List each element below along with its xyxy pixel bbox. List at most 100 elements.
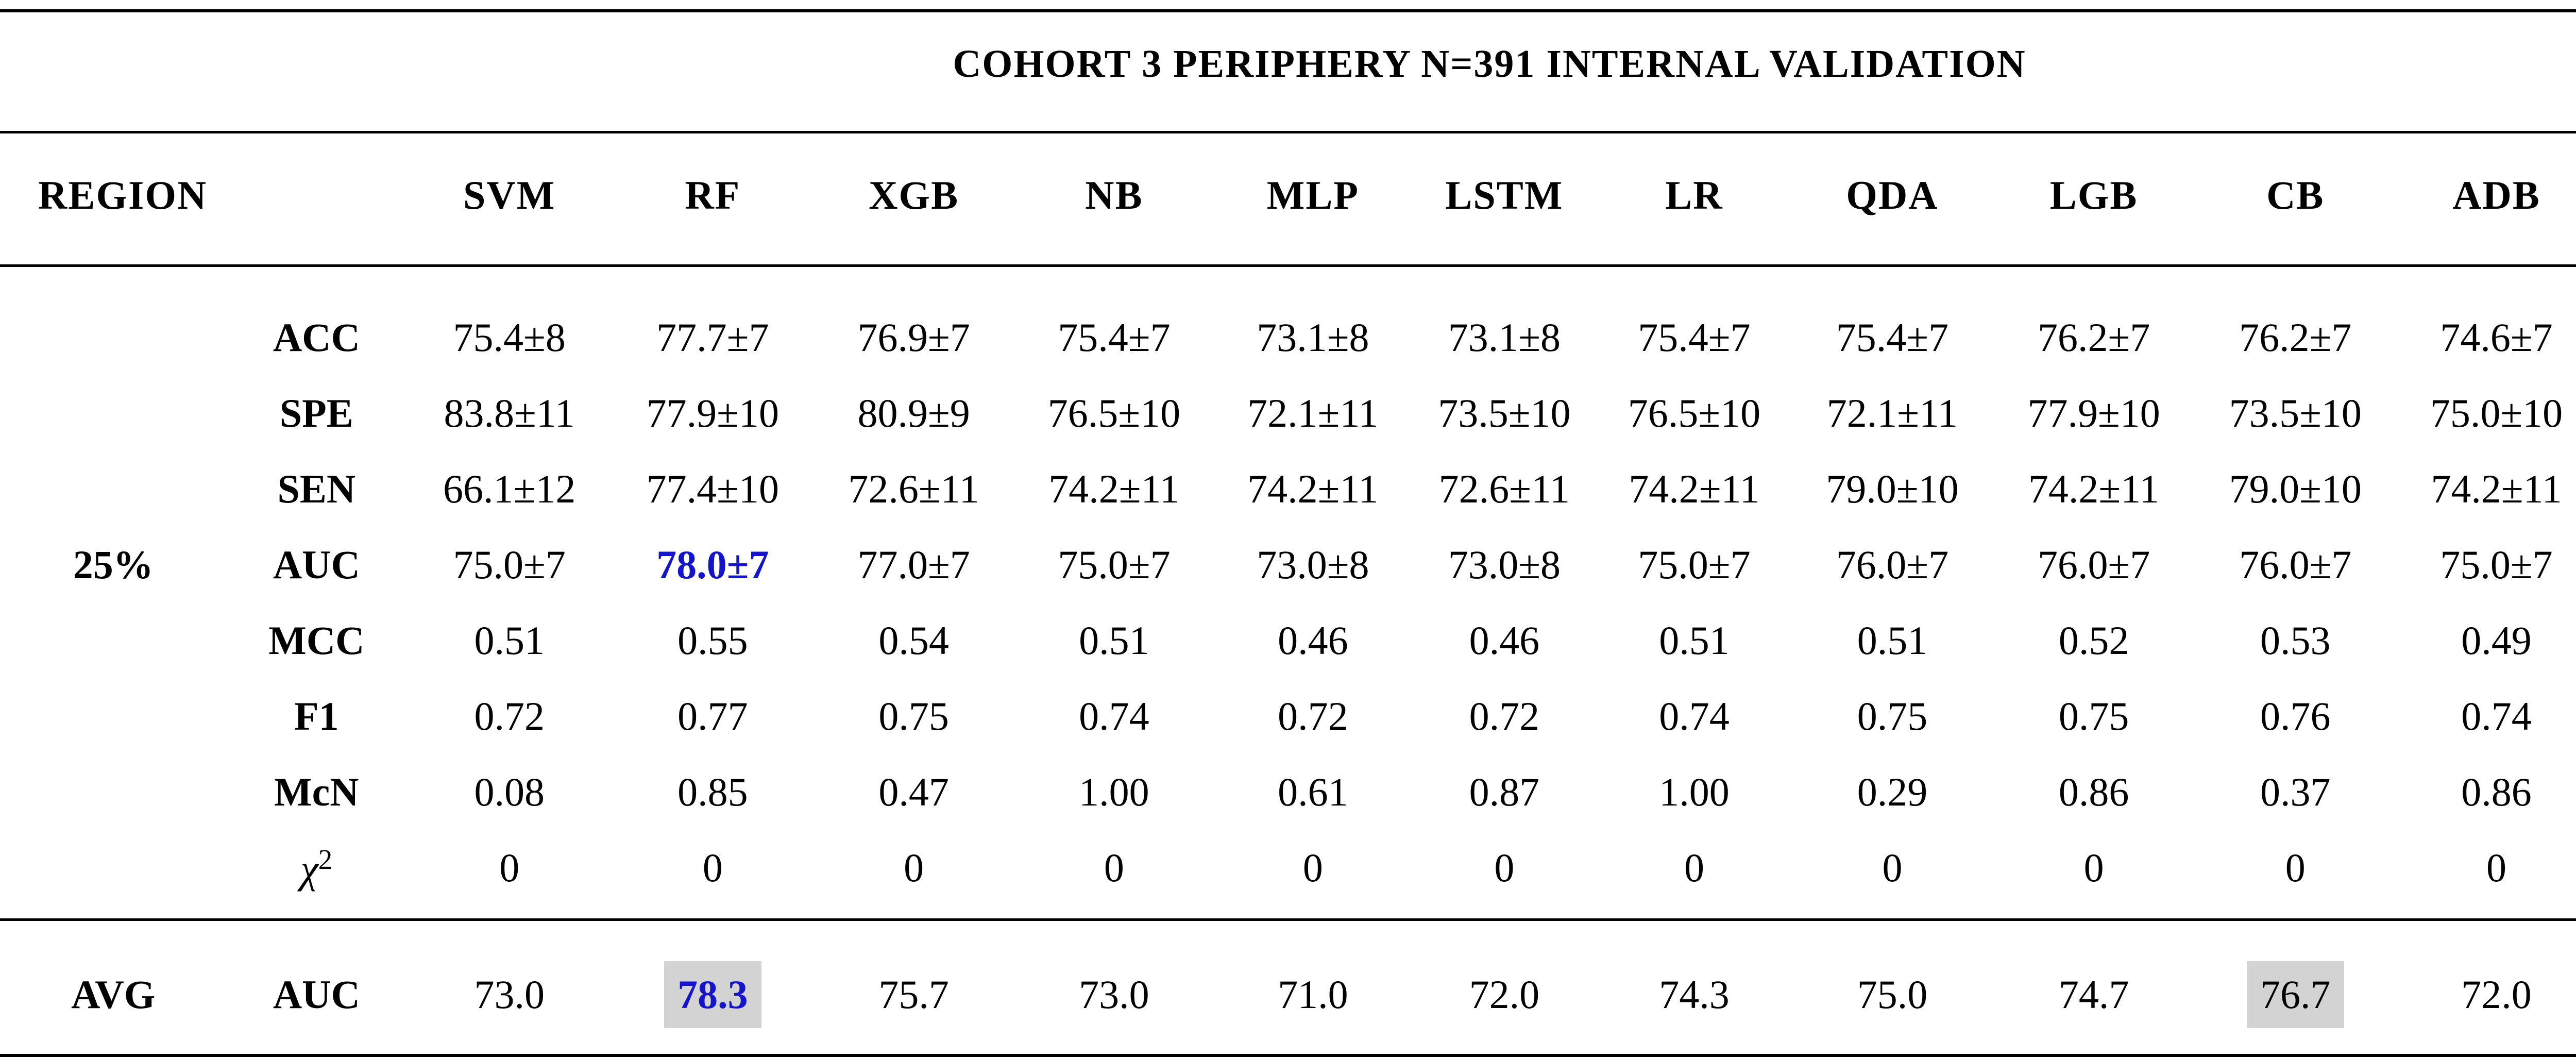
table-row-mcc: MCC 0.51 0.55 0.54 0.51 0.46 0.46 0.51 0.51 0.52 0… bbox=[0, 602, 2576, 678]
cell-value: 0 bbox=[904, 845, 924, 890]
cell-mcn-rf: 0.85 bbox=[612, 754, 813, 830]
cell-value: 74.7 bbox=[2058, 972, 2129, 1017]
cell-value: 74.2±11 bbox=[1247, 466, 1379, 511]
cell-value: 80.9±9 bbox=[857, 390, 970, 435]
cell-value: 72.6±11 bbox=[1438, 466, 1570, 511]
metric-label-mcc: MCC bbox=[226, 602, 406, 678]
cell-blank2-adb: 0 bbox=[2396, 830, 2576, 905]
cell-spe-xgb: 80.9±9 bbox=[813, 375, 1014, 451]
column-header-row: REGIONSVMRFXGBNBMLPLSTMLRQDALGBCBADBAVGF… bbox=[0, 132, 2576, 267]
table-row-avg-auc: AVG AUC 73.0 78.3 75.7 73.0 71.0 72.0 74.3 75.0 74… bbox=[0, 918, 2576, 1057]
metric-label-f1: F1 bbox=[226, 678, 406, 754]
column-header-region: REGION bbox=[0, 132, 227, 267]
region-label bbox=[0, 678, 226, 754]
cell-value: 0 bbox=[2285, 845, 2306, 890]
cell-blank2-xgb: 0 bbox=[813, 830, 1014, 905]
cell-spe-lr: 76.5±10 bbox=[1597, 375, 1792, 451]
metric-label-auc: AUC bbox=[226, 527, 406, 602]
cell-value: 74.6±7 bbox=[2440, 314, 2553, 360]
cell-value: 76.5±10 bbox=[1628, 390, 1761, 435]
cell-acc-lgb: 76.2±7 bbox=[1993, 299, 2195, 375]
cell-f1-adb: 0.74 bbox=[2396, 678, 2576, 754]
cell-auc-xgb: 77.0±7 bbox=[813, 527, 1014, 602]
metric-label-text: SPE bbox=[279, 390, 353, 435]
cell-value: 0.75 bbox=[2058, 693, 2129, 739]
cell-mcc-rf: 0.55 bbox=[612, 602, 813, 678]
cell-value: 72.1±11 bbox=[1826, 390, 1958, 435]
cell-avg-auc-nb: 73.0 bbox=[1014, 918, 1214, 1057]
table-row-spe: SPE 83.8±11 77.9±10 80.9±9 76.5±10 72.1±11 73.… bbox=[0, 375, 2576, 451]
cell-auc-rf: 78.0±7 bbox=[612, 527, 813, 602]
metric-label-avg-auc: AUC bbox=[226, 918, 407, 1057]
cell-value: 0.55 bbox=[677, 617, 748, 663]
cell-f1-lstm: 0.72 bbox=[1412, 678, 1597, 754]
cell-value: 71.0 bbox=[1278, 972, 1348, 1017]
cell-value: 75.4±7 bbox=[1638, 314, 1751, 360]
cell-value: 0.54 bbox=[878, 617, 949, 663]
cell-acc-mlp: 73.1±8 bbox=[1214, 299, 1412, 375]
cell-value: 1.00 bbox=[1659, 769, 1730, 814]
cell-value: 73.0 bbox=[1079, 972, 1149, 1017]
cell-value: 0.85 bbox=[677, 769, 748, 814]
metric-label-acc: ACC bbox=[226, 299, 406, 375]
cell-mcn-lr: 1.00 bbox=[1597, 754, 1792, 830]
cell-value: 75.0±7 bbox=[1638, 542, 1751, 587]
metric-label-text: AUC bbox=[273, 972, 360, 1017]
cell-auc-qda: 76.0±7 bbox=[1792, 527, 1993, 602]
table-row-acc: ACC 75.4±8 77.7±7 76.9±7 75.4±7 73.1±8 73.1±8 7… bbox=[0, 299, 2576, 375]
cell-value: 79.0±10 bbox=[1826, 466, 1959, 511]
metric-superscript: 2 bbox=[318, 843, 333, 875]
cell-value: 75.7 bbox=[878, 972, 949, 1017]
cell-acc-cb: 76.2±7 bbox=[2195, 299, 2396, 375]
cell-f1-lgb: 0.75 bbox=[1993, 678, 2195, 754]
cell-value: 0.72 bbox=[474, 693, 545, 739]
cell-value: 74.3 bbox=[1659, 972, 1730, 1017]
cell-value: 0.51 bbox=[474, 617, 545, 663]
cell-auc-lgb: 76.0±7 bbox=[1993, 527, 2195, 602]
cell-spe-svm: 83.8±11 bbox=[406, 375, 612, 451]
cell-value: 0 bbox=[702, 845, 723, 890]
cell-avg-auc-cb: 76.7 bbox=[2195, 918, 2396, 1057]
cell-value: 78.0±7 bbox=[656, 542, 769, 587]
metric-label-text: MCC bbox=[268, 617, 365, 663]
metric-label-blank2: χ2 bbox=[226, 830, 406, 905]
cell-avg-auc-mlp: 71.0 bbox=[1214, 918, 1412, 1057]
cell-value: 0.76 bbox=[2260, 693, 2331, 739]
cell-value: 0.51 bbox=[1659, 617, 1730, 663]
cell-value: 77.0±7 bbox=[857, 542, 970, 587]
cell-value: 77.4±10 bbox=[646, 466, 779, 511]
cell-value: 75.0±7 bbox=[453, 542, 566, 587]
cell-auc-lr: 75.0±7 bbox=[1597, 527, 1792, 602]
region-label-text: 25% bbox=[73, 542, 154, 587]
cell-sen-lgb: 74.2±11 bbox=[1993, 451, 2195, 527]
region-label: 25% bbox=[0, 527, 226, 602]
cell-auc-cb: 76.0±7 bbox=[2195, 527, 2396, 602]
cell-value: 74.2±11 bbox=[1629, 466, 1760, 511]
metric-label-text: McN bbox=[274, 769, 359, 814]
cell-value: 74.2±11 bbox=[2028, 466, 2160, 511]
cell-value: 77.9±10 bbox=[646, 390, 779, 435]
cell-value: 79.0±10 bbox=[2229, 466, 2362, 511]
cell-value: 0.49 bbox=[2461, 617, 2532, 663]
cell-value: 76.2±7 bbox=[2037, 314, 2150, 360]
cell-auc-svm: 75.0±7 bbox=[406, 527, 612, 602]
cell-avg-auc-lstm: 72.0 bbox=[1412, 918, 1597, 1057]
table-row-f1: F1 0.72 0.77 0.75 0.74 0.72 0.72 0.74 0.75 0.75 0.… bbox=[0, 678, 2576, 754]
cell-value: 0 bbox=[1684, 845, 1704, 890]
column-header-lstm: LSTM bbox=[1412, 132, 1597, 267]
cell-sen-cb: 79.0±10 bbox=[2195, 451, 2396, 527]
cell-mcn-lstm: 0.87 bbox=[1412, 754, 1597, 830]
cell-spe-cb: 73.5±10 bbox=[2195, 375, 2396, 451]
cell-blank2-nb: 0 bbox=[1014, 830, 1214, 905]
column-header-blank bbox=[226, 132, 407, 267]
cell-value: 0.47 bbox=[878, 769, 949, 814]
cell-acc-adb: 74.6±7 bbox=[2396, 299, 2576, 375]
cell-f1-mlp: 0.72 bbox=[1214, 678, 1412, 754]
cell-mcc-mlp: 0.46 bbox=[1214, 602, 1412, 678]
cell-mcc-xgb: 0.54 bbox=[813, 602, 1014, 678]
cell-spe-mlp: 72.1±11 bbox=[1214, 375, 1412, 451]
cell-value: 74.2±11 bbox=[1048, 466, 1180, 511]
cell-mcc-lr: 0.51 bbox=[1597, 602, 1792, 678]
column-header-qda: QDA bbox=[1791, 132, 1993, 267]
cell-value: 72.6±11 bbox=[848, 466, 979, 511]
